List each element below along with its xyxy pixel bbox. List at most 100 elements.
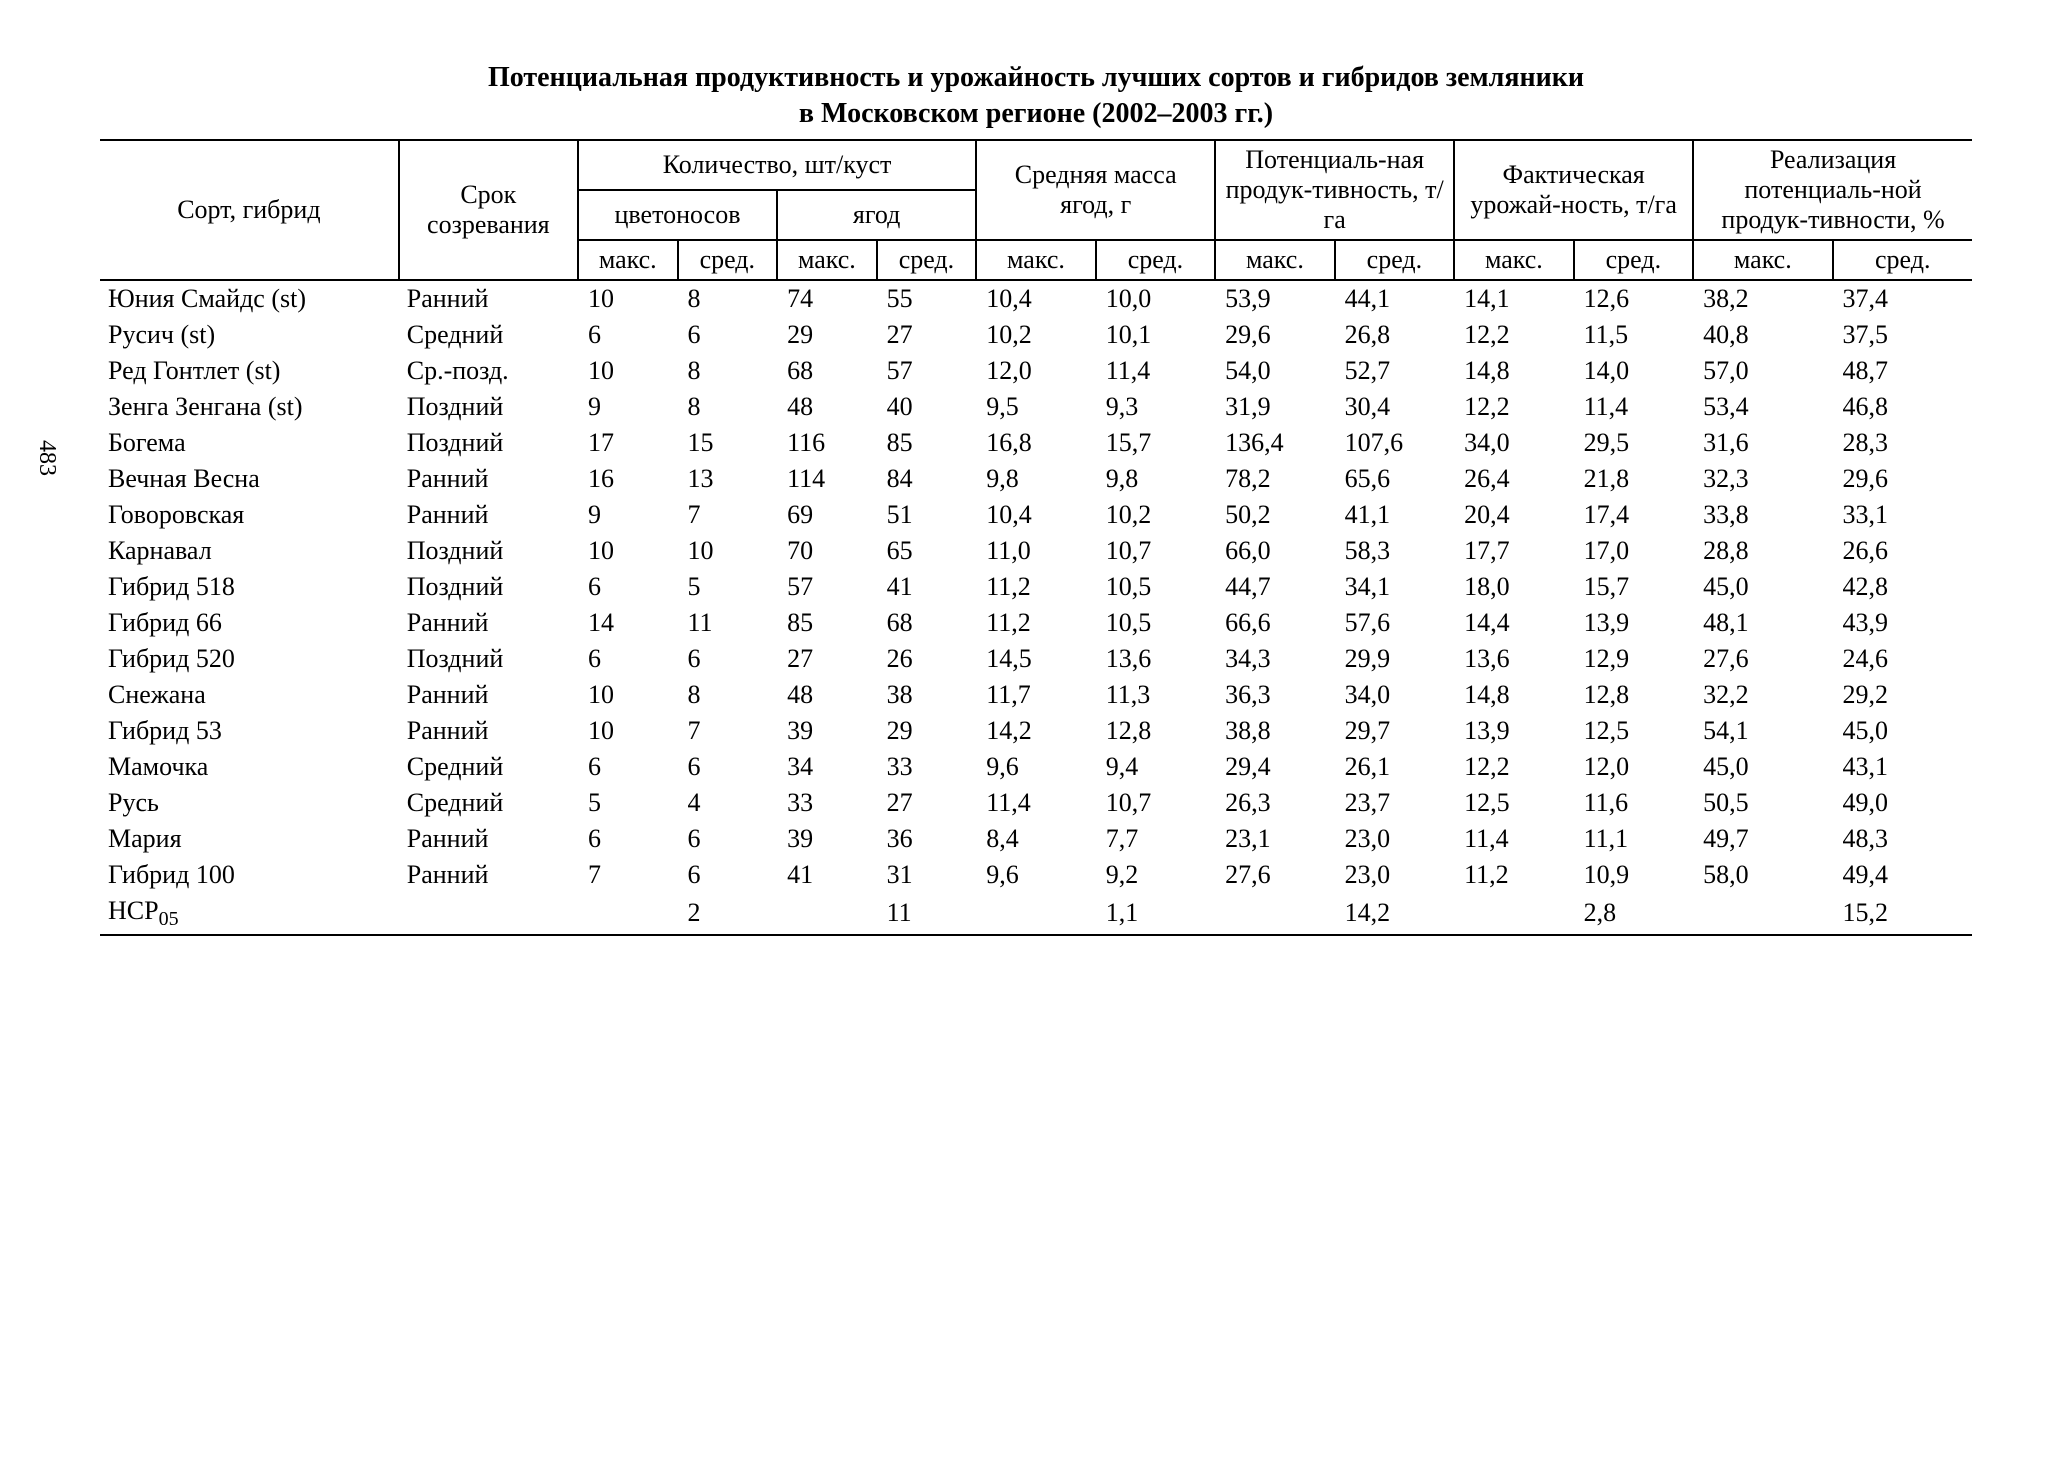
table-row: ГоворовскаяРанний97695110,410,250,241,12… (100, 497, 1972, 533)
cell-value: 29 (777, 317, 877, 353)
cell-value: 10 (578, 280, 678, 317)
cell-value: 44,1 (1335, 280, 1454, 317)
table-row: Гибрид 100Ранний7641319,69,227,623,011,2… (100, 857, 1972, 893)
table-row: МарияРанний6639368,47,723,123,011,411,14… (100, 821, 1972, 857)
header-real-max: макс. (1693, 240, 1832, 280)
cell-value: 26,4 (1454, 461, 1573, 497)
cell-value: 18,0 (1454, 569, 1573, 605)
cell-value: 12,2 (1454, 749, 1573, 785)
cell-value: 12,0 (1574, 749, 1693, 785)
hsr-label: НСР (108, 896, 159, 925)
cell-value: 29 (877, 713, 977, 749)
cell-value: 8 (678, 677, 778, 713)
cell-value: 29,5 (1574, 425, 1693, 461)
cell-value: 14,8 (1454, 677, 1573, 713)
cell-value: 15,7 (1574, 569, 1693, 605)
cell-value: 85 (777, 605, 877, 641)
cell-ripening: Поздний (399, 533, 578, 569)
cell-value: 66,6 (1215, 605, 1334, 641)
cell-ripening: Поздний (399, 641, 578, 677)
cell-value: 55 (877, 280, 977, 317)
cell-value: 6 (578, 821, 678, 857)
cell-value: 31 (877, 857, 977, 893)
cell-ripening: Ранний (399, 857, 578, 893)
cell-value: 48 (777, 389, 877, 425)
cell-value: 6 (578, 317, 678, 353)
cell-value: 13 (678, 461, 778, 497)
cell-value: 14 (578, 605, 678, 641)
cell-value: 27 (777, 641, 877, 677)
header-real-avg: сред. (1833, 240, 1973, 280)
cell-ripening: Поздний (399, 389, 578, 425)
cell-value: 33 (777, 785, 877, 821)
cell-value: 69 (777, 497, 877, 533)
table-row: Зенга Зенгана (st)Поздний9848409,59,331,… (100, 389, 1972, 425)
cell-value: 45,0 (1833, 713, 1973, 749)
table-row-hsr: НСР052111,114,22,815,2 (100, 893, 1972, 935)
cell-ripening: Ср.-позд. (399, 353, 578, 389)
cell-value: 7 (678, 713, 778, 749)
table-row: Гибрид 518Поздний65574111,210,544,734,11… (100, 569, 1972, 605)
cell-value (578, 893, 678, 935)
cell-value: 41 (877, 569, 977, 605)
header-ber-avg: сред. (877, 240, 977, 280)
cell-value: 15,2 (1833, 893, 1973, 935)
cell-value: 10,5 (1096, 605, 1215, 641)
cell-value: 50,2 (1215, 497, 1334, 533)
cell-value: 13,9 (1574, 605, 1693, 641)
data-table: Сорт, гибрид Срок созревания Количество,… (100, 139, 1972, 936)
cell-value: 16,8 (976, 425, 1095, 461)
cell-value: 45,0 (1693, 569, 1832, 605)
cell-value: 39 (777, 821, 877, 857)
cell-value: 57 (877, 353, 977, 389)
cell-variety: Мария (100, 821, 399, 857)
cell-value: 23,0 (1335, 857, 1454, 893)
cell-value: 15,7 (1096, 425, 1215, 461)
cell-value: 29,9 (1335, 641, 1454, 677)
table-row: Ред Гонтлет (st)Ср.-позд.108685712,011,4… (100, 353, 1972, 389)
table-row: МамочкаСредний6634339,69,429,426,112,212… (100, 749, 1972, 785)
cell-variety: Гибрид 100 (100, 857, 399, 893)
cell-value: 48,3 (1833, 821, 1973, 857)
header-pot-max: макс. (1215, 240, 1334, 280)
cell-value: 32,2 (1693, 677, 1832, 713)
cell-value: 29,4 (1215, 749, 1334, 785)
cell-ripening: Ранний (399, 497, 578, 533)
cell-variety: Русь (100, 785, 399, 821)
cell-value: 26,8 (1335, 317, 1454, 353)
cell-ripening: Средний (399, 317, 578, 353)
cell-value: 7,7 (1096, 821, 1215, 857)
table-body: Юния Смайдс (st)Ранний108745510,410,053,… (100, 280, 1972, 935)
cell-value: 12,9 (1574, 641, 1693, 677)
cell-value: 5 (678, 569, 778, 605)
cell-value: 34 (777, 749, 877, 785)
cell-value: 37,5 (1833, 317, 1973, 353)
header-pot-avg: сред. (1335, 240, 1454, 280)
cell-value: 54,1 (1693, 713, 1832, 749)
cell-value: 11,4 (1574, 389, 1693, 425)
header-actual-group: Фактическая урожай-ность, т/га (1454, 140, 1693, 240)
cell-value: 40,8 (1693, 317, 1832, 353)
cell-value: 68 (777, 353, 877, 389)
cell-ripening: Ранний (399, 713, 578, 749)
cell-value: 85 (877, 425, 977, 461)
cell-value: 33 (877, 749, 977, 785)
cell-value: 33,8 (1693, 497, 1832, 533)
cell-value: 31,6 (1693, 425, 1832, 461)
cell-ripening: Ранний (399, 605, 578, 641)
cell-value: 9 (578, 497, 678, 533)
cell-value (777, 893, 877, 935)
cell-value: 11,2 (1454, 857, 1573, 893)
cell-value: 14,2 (1335, 893, 1454, 935)
cell-value: 20,4 (1454, 497, 1573, 533)
cell-value: 10,5 (1096, 569, 1215, 605)
cell-value: 14,8 (1454, 353, 1573, 389)
cell-value: 10,2 (1096, 497, 1215, 533)
cell-value: 17 (578, 425, 678, 461)
cell-value: 43,1 (1833, 749, 1973, 785)
cell-value: 9,8 (1096, 461, 1215, 497)
cell-ripening: Поздний (399, 569, 578, 605)
cell-value: 6 (678, 641, 778, 677)
cell-value: 116 (777, 425, 877, 461)
cell-value: 136,4 (1215, 425, 1334, 461)
